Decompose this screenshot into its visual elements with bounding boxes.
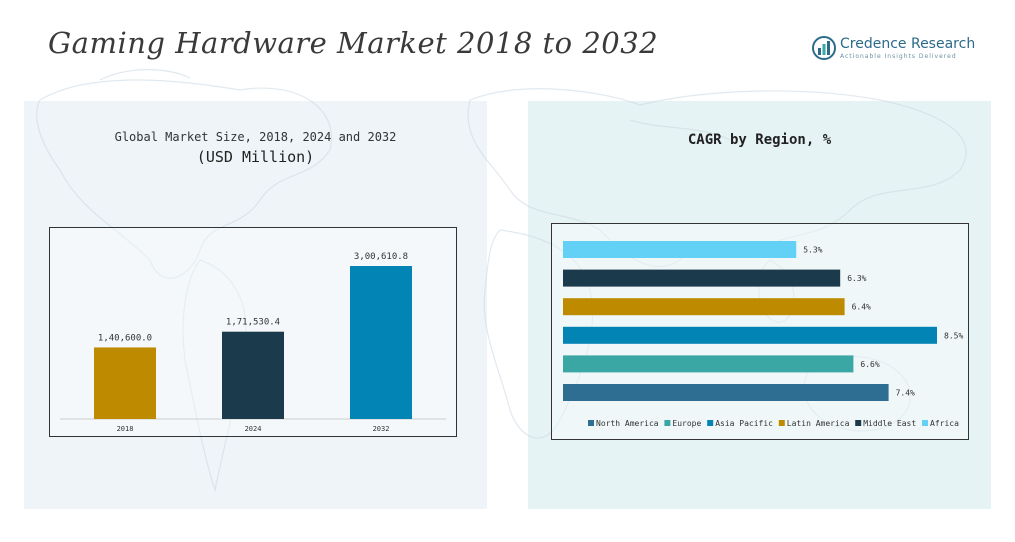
bar-value-label-europe: 6.6% xyxy=(860,360,879,369)
bar-2018 xyxy=(94,347,156,419)
logo-bars-icon xyxy=(812,36,836,60)
legend-label-latin-america: Latin America xyxy=(787,419,850,428)
legend-swatch-africa xyxy=(922,420,928,426)
bar-2032 xyxy=(350,266,412,419)
market-size-chart-title: Global Market Size, 2018, 2024 and 2032 xyxy=(114,130,397,144)
cagr-chart-frame: 5.3% 6.3% 6.4% 8.5% 6.6% 7.4% North America Eur… xyxy=(551,223,969,440)
bar-value-label-north-america: 7.4% xyxy=(896,389,915,398)
market-size-chart-unit: (USD Million) xyxy=(196,148,315,166)
legend-label-africa: Africa xyxy=(930,419,959,428)
bar-value-label-middle-east: 6.3% xyxy=(847,274,866,283)
legend-label-europe: Europe xyxy=(672,419,701,428)
bar-value-label-2032: 3,00,610.8 xyxy=(354,252,408,262)
bar-value-label-asia-pacific: 8.5% xyxy=(944,331,963,340)
bar-value-label-africa: 5.3% xyxy=(803,246,822,255)
bar-value-label-2018: 1,40,600.0 xyxy=(98,333,152,343)
cagr-chart-title: CAGR by Region, % xyxy=(687,132,832,148)
legend-swatch-latin-america xyxy=(778,420,785,426)
legend-label-north-america: North America xyxy=(596,419,659,428)
bar-middle-east xyxy=(563,269,841,287)
legend-label-asia-pacific: Asia Pacific xyxy=(715,419,773,428)
bar-value-label-2024: 1,71,530.4 xyxy=(226,318,280,328)
market-size-chart-frame: 1,40,600.0 2018 1,71,530.4 2024 3,00,610.8 20… xyxy=(49,227,457,437)
bar-value-label-latin-america: 6.4% xyxy=(852,303,871,312)
logo-name: Credence Research xyxy=(840,35,976,52)
market-size-bar-chart: 1,40,600.0 2018 1,71,530.4 2024 3,00,610.8 20… xyxy=(60,252,446,433)
legend-swatch-europe xyxy=(664,420,671,426)
cagr-horizontal-bar-chart: 5.3% 6.3% 6.4% 8.5% 6.6% 7.4% North America Eur… xyxy=(563,241,963,428)
credence-research-logo: Credence Research Actionable Insights De… xyxy=(812,36,975,60)
bar-europe xyxy=(563,355,854,373)
x-tick-label-2024: 2024 xyxy=(245,425,262,433)
x-tick-label-2032: 2032 xyxy=(373,425,390,433)
legend-swatch-middle-east xyxy=(855,420,862,426)
chart-legend: North America Europe Asia Pacific Latin Ame… xyxy=(588,419,959,428)
logo-tagline: Actionable Insights Delivered xyxy=(840,52,957,60)
legend-label-middle-east: Middle East xyxy=(863,419,916,428)
bar-africa xyxy=(563,241,797,258)
legend-swatch-asia-pacific xyxy=(707,420,714,426)
x-tick-label-2018: 2018 xyxy=(117,425,134,433)
page-title: Gaming Hardware Market 2018 to 2032 xyxy=(48,26,659,60)
bar-asia-pacific xyxy=(563,326,937,344)
bar-north-america xyxy=(563,384,889,401)
bar-2024 xyxy=(222,331,284,419)
legend-swatch-north-america xyxy=(588,420,594,426)
bar-latin-america xyxy=(563,298,845,316)
